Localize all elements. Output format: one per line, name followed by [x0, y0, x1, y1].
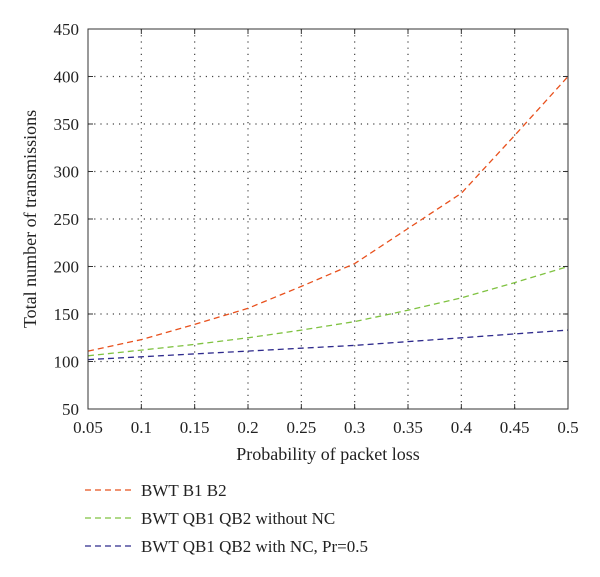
legend-label-3: BWT QB1 QB2 with NC, Pr=0.5: [141, 537, 368, 556]
x-axis-title: Probability of packet loss: [236, 444, 419, 464]
series-line-3: [87, 329, 569, 361]
x-tick-label: 0.4: [451, 418, 473, 437]
x-axis-tick-labels: 0.05 0.1 0.15 0.2 0.25 0.3 0.35 0.4 0.45 0.5: [73, 418, 579, 437]
plot-area: [87, 28, 569, 410]
y-tick-label: 200: [54, 258, 80, 277]
legend-label-2: BWT QB1 QB2 without NC: [141, 509, 335, 528]
x-tick-label: 0.3: [344, 418, 365, 437]
y-tick-label: 50: [62, 400, 79, 419]
axis-ticks: [87, 28, 569, 410]
y-tick-label: 400: [54, 68, 80, 87]
legend-label-1: BWT B1 B2: [141, 481, 227, 500]
y-tick-label: 300: [54, 163, 80, 182]
grid-lines: [88, 29, 568, 409]
y-tick-label: 150: [54, 305, 80, 324]
y-axis-tick-labels: 50 100 150 200 250 300 350 400 450: [54, 20, 80, 419]
series-lines: [87, 76, 569, 361]
y-axis-title: Total number of transmissions: [20, 110, 40, 328]
x-tick-label: 0.05: [73, 418, 103, 437]
series-line-1: [87, 76, 569, 352]
legend: BWT B1 B2 BWT QB1 QB2 without NC BWT QB1 Q…: [85, 481, 368, 556]
y-tick-label: 350: [54, 115, 80, 134]
y-tick-label: 450: [54, 20, 80, 39]
x-tick-label: 0.2: [237, 418, 258, 437]
x-tick-label: 0.25: [286, 418, 316, 437]
y-tick-label: 100: [54, 353, 80, 372]
series-line-2: [87, 265, 569, 357]
x-tick-label: 0.45: [500, 418, 530, 437]
x-tick-label: 0.1: [131, 418, 152, 437]
x-tick-label: 0.5: [557, 418, 578, 437]
x-tick-label: 0.15: [180, 418, 210, 437]
y-tick-label: 250: [54, 210, 80, 229]
x-tick-label: 0.35: [393, 418, 423, 437]
